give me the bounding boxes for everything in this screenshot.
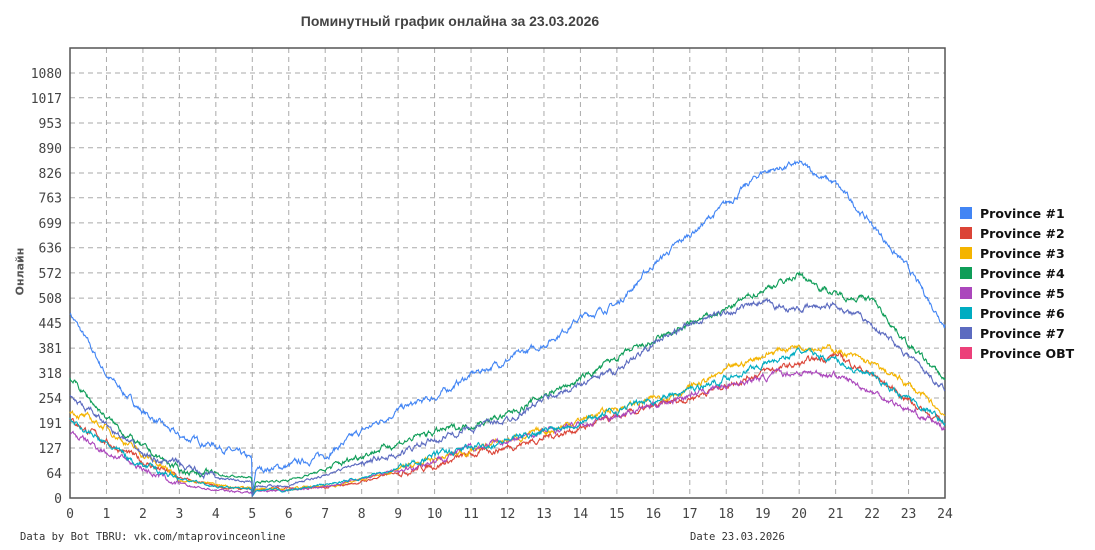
legend-item: Province #1	[960, 203, 1074, 223]
x-tick-label: 23	[901, 507, 917, 522]
x-tick-label: 16	[646, 507, 662, 522]
y-tick-label: 826	[39, 167, 62, 182]
legend-swatch	[960, 227, 972, 239]
legend-item: Province #3	[960, 243, 1074, 263]
legend: Province #1 Province #2 Province #3 Provinc…	[960, 203, 1074, 363]
footer-date: Date 23.03.2026	[690, 531, 785, 543]
y-tick-label: 127	[39, 442, 62, 457]
legend-label: Province #4	[980, 265, 1065, 281]
legend-swatch	[960, 307, 972, 319]
legend-swatch	[960, 347, 972, 359]
y-tick-label: 1017	[31, 92, 62, 107]
x-tick-label: 21	[828, 507, 844, 522]
y-tick-label: 0	[54, 492, 62, 507]
x-tick-label: 15	[609, 507, 625, 522]
y-axis-label: Онлайн	[13, 247, 27, 296]
x-tick-label: 13	[536, 507, 552, 522]
x-tick-label: 18	[718, 507, 734, 522]
legend-swatch	[960, 327, 972, 339]
legend-item: Province #4	[960, 263, 1074, 283]
legend-label: Province #1	[980, 205, 1065, 221]
x-tick-label: 2	[139, 507, 147, 522]
x-tick-label: 14	[573, 507, 589, 522]
x-tick-label: 1	[103, 507, 111, 522]
y-tick-label: 254	[39, 392, 63, 407]
series-line-province-6	[69, 347, 946, 498]
footer-source: Data by Bot TBRU: vk.com/mtaprovinceonli…	[20, 531, 286, 543]
x-tick-label: 7	[321, 507, 329, 522]
legend-label: Province #7	[980, 325, 1065, 341]
x-tick-label: 22	[864, 507, 880, 522]
legend-item: Province #6	[960, 303, 1074, 323]
legend-item: Province OBT	[960, 343, 1074, 363]
x-tick-label: 11	[463, 507, 479, 522]
legend-item: Province #5	[960, 283, 1074, 303]
legend-item: Province #7	[960, 323, 1074, 343]
x-tick-label: 20	[791, 507, 807, 522]
y-tick-label: 381	[39, 342, 62, 357]
y-tick-label: 1080	[31, 67, 62, 82]
legend-swatch	[960, 287, 972, 299]
y-tick-label: 191	[39, 417, 62, 432]
legend-swatch	[960, 247, 972, 259]
x-tick-label: 8	[358, 507, 366, 522]
legend-swatch	[960, 207, 972, 219]
y-tick-label: 445	[39, 317, 62, 332]
x-tick-label: 4	[212, 507, 220, 522]
y-tick-label: 763	[39, 192, 62, 207]
x-tick-label: 0	[66, 507, 74, 522]
x-tick-label: 3	[175, 507, 183, 522]
x-tick-label: 12	[500, 507, 516, 522]
legend-label: Province #2	[980, 225, 1065, 241]
legend-label: Province OBT	[980, 345, 1075, 361]
x-tick-label: 17	[682, 507, 698, 522]
series-line-province-7	[69, 297, 946, 496]
legend-label: Province #6	[980, 305, 1065, 321]
y-tick-label: 890	[39, 142, 62, 157]
legend-label: Province #3	[980, 245, 1065, 261]
x-tick-label: 10	[427, 507, 443, 522]
legend-swatch	[960, 267, 972, 279]
y-tick-label: 508	[39, 292, 62, 307]
series-line-province-5	[69, 367, 946, 498]
series-line-province-4	[69, 270, 946, 496]
y-tick-label: 572	[39, 267, 62, 282]
x-tick-label: 24	[937, 507, 953, 522]
y-tick-label: 64	[46, 467, 62, 482]
chart-title: Поминутный график онлайна за 23.03.2026	[300, 13, 600, 29]
x-tick-label: 5	[248, 507, 256, 522]
y-tick-label: 953	[39, 117, 62, 132]
y-tick-label: 699	[39, 217, 62, 232]
y-tick-label: 318	[39, 367, 62, 382]
x-tick-label: 9	[394, 507, 402, 522]
x-tick-label: 6	[285, 507, 293, 522]
series-line-province-1	[69, 159, 946, 495]
y-tick-label: 636	[39, 242, 62, 257]
x-tick-label: 19	[755, 507, 771, 522]
legend-label: Province #5	[980, 285, 1065, 301]
plot-border	[69, 47, 946, 499]
legend-item: Province #2	[960, 223, 1074, 243]
